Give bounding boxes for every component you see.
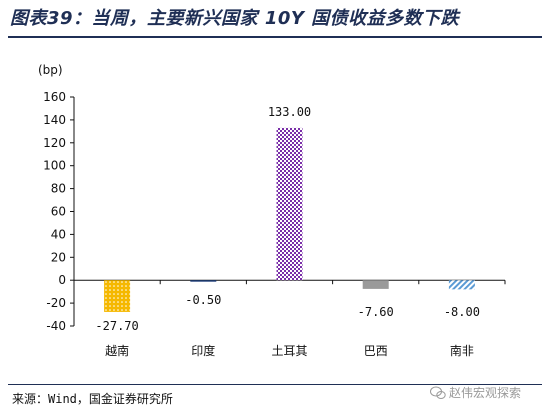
y-tick-label: 140 [43,113,66,127]
y-axis-label: (bp) [38,63,63,77]
y-tick-label: 60 [51,205,66,219]
value-label: 133.00 [268,105,311,119]
category-label: 越南 [105,343,129,358]
bar-3 [276,127,303,281]
y-tick-label: 40 [51,227,66,241]
bar-1 [104,280,131,312]
y-tick-label: 120 [43,136,66,150]
y-tick-label: 80 [51,182,66,196]
category-labels-group: 越南 印度 土耳其 巴西 南非 [105,343,474,358]
value-label: -8.00 [444,305,480,319]
category-label: 南非 [450,343,474,358]
y-tick-label: 160 [43,90,66,104]
y-tick-label: 100 [43,159,66,173]
bar-chart: -40 -20 0 20 40 60 80 100 120 140 160 -27.70 -0.50 1… [38,63,506,358]
y-tick-label: -20 [46,296,66,310]
bars-group [104,127,475,312]
axis-group: -40 -20 0 20 40 60 80 100 120 140 160 [43,90,506,333]
source-note: 来源：Wind，国金证券研究所 [12,392,173,406]
y-tick-label: 0 [58,273,66,287]
wechat-icon [430,386,446,400]
category-label: 土耳其 [271,344,307,358]
watermark-text: 赵伟宏观探索 [449,386,522,400]
bar-2 [190,280,217,282]
category-label: 印度 [191,343,215,358]
footer-divider [8,384,542,385]
watermark: 赵伟宏观探索 [430,384,521,401]
value-labels-group: -27.70 -0.50 133.00 -7.60 -8.00 [95,105,480,333]
value-label: -0.50 [185,293,221,307]
category-label: 巴西 [364,344,388,358]
value-label: -27.70 [95,319,138,333]
y-tick-label: -40 [46,319,66,333]
title-divider [8,36,542,38]
bar-4 [362,280,389,289]
bar-5 [448,280,475,290]
y-tick-label: 20 [51,250,66,264]
value-label: -7.60 [358,305,394,319]
page-title: 图表39：当周，主要新兴国家 10Y 国债收益多数下跌 [10,8,460,29]
